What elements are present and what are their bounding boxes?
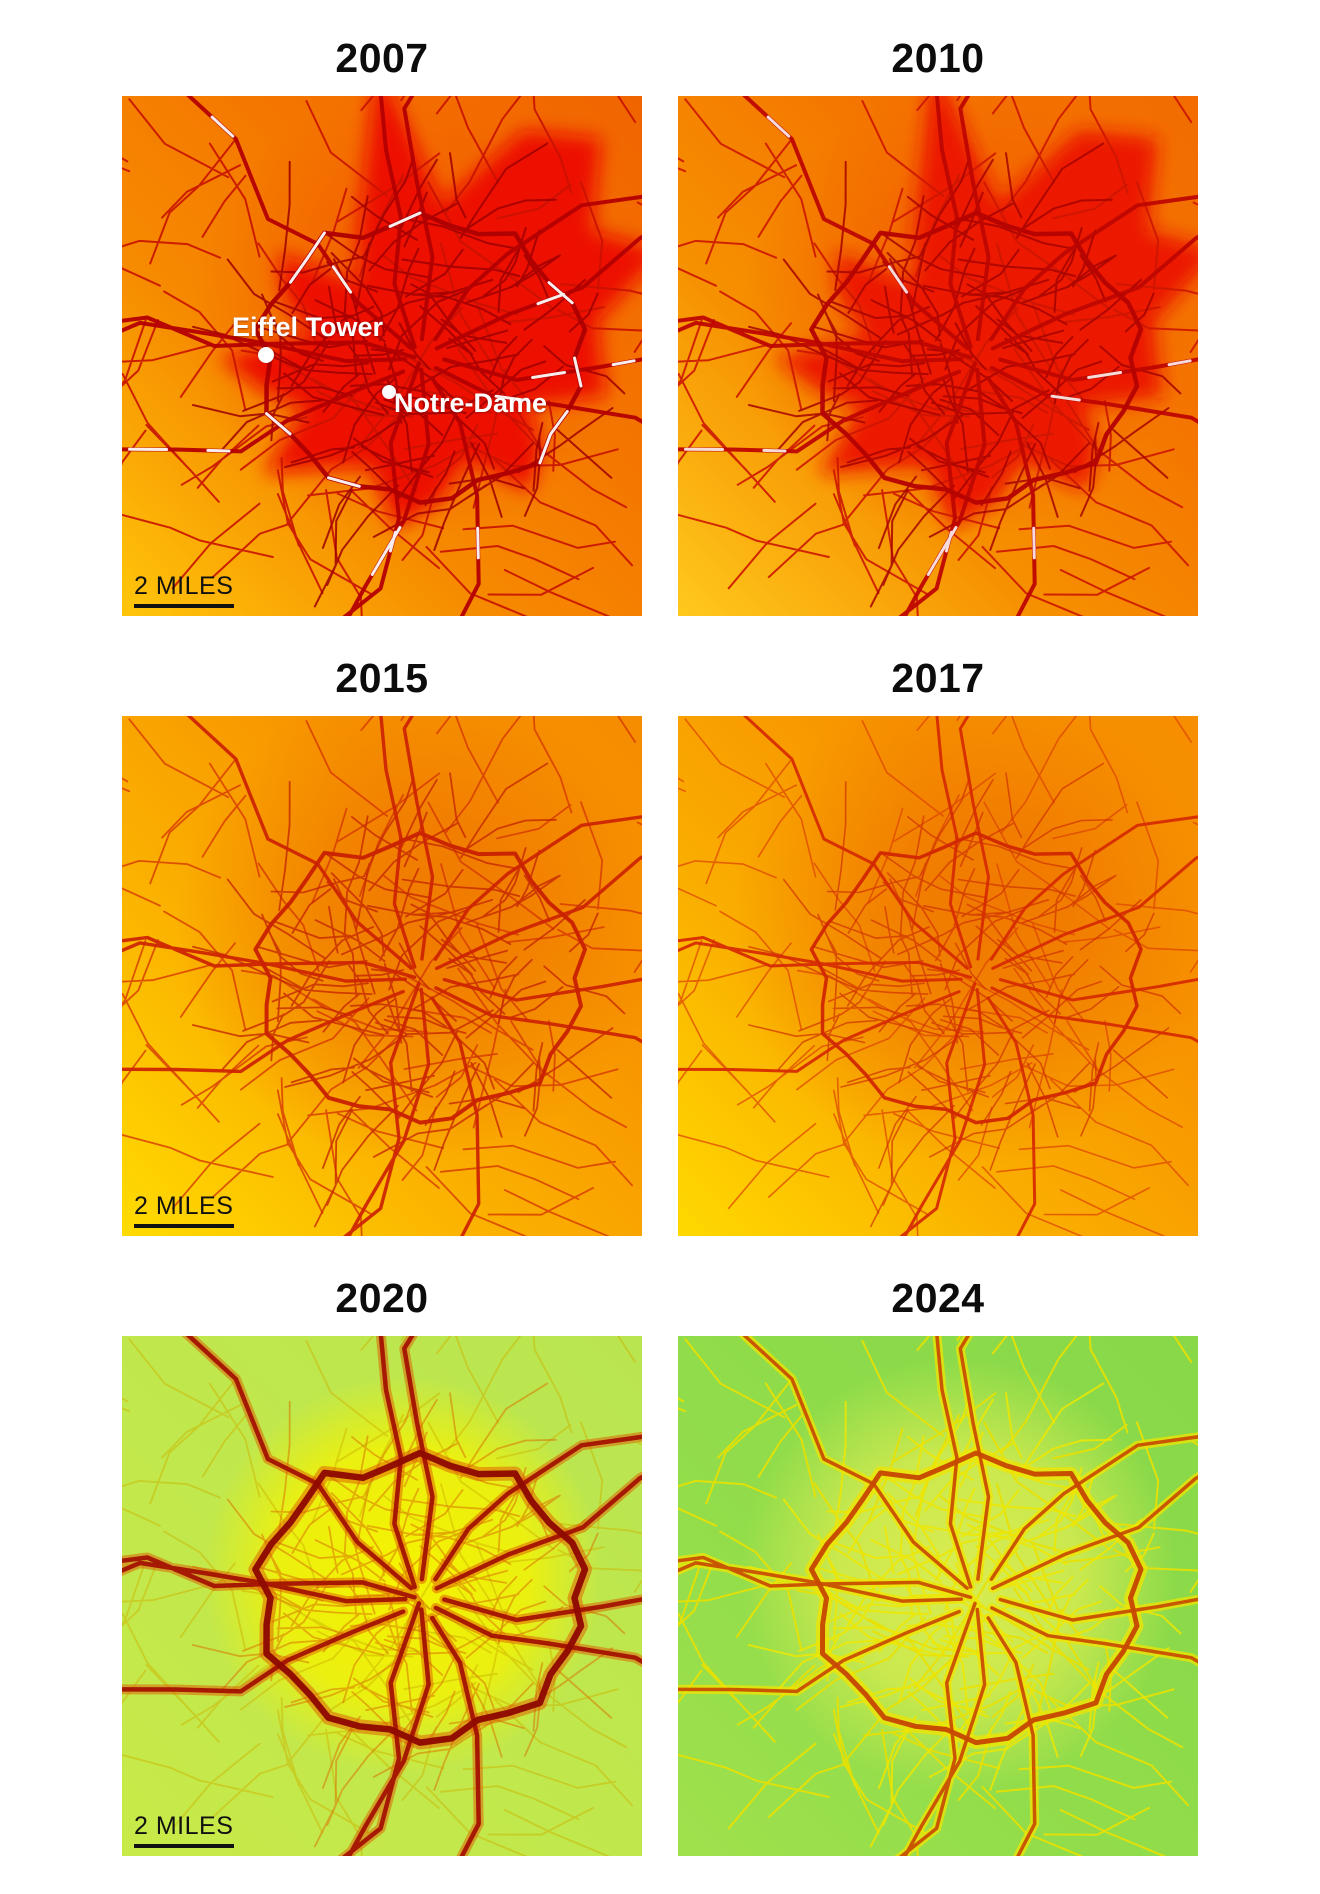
scale-bar-line (134, 1844, 234, 1848)
panel-2020: 2020 2 MILES (122, 1274, 642, 1856)
year-title-2010: 2010 (891, 35, 985, 81)
map-canvas-2015 (122, 716, 642, 1236)
eiffel-tower-label: Eiffel Tower (232, 312, 384, 342)
year-title-2017: 2017 (891, 655, 985, 701)
scale-bar-text: 2 MILES (134, 1192, 234, 1220)
notre-dame-marker-dot (382, 385, 396, 399)
year-title-2015: 2015 (335, 655, 429, 701)
year-title-2024: 2024 (891, 1275, 985, 1321)
scale-bar-2007: 2 MILES (134, 572, 234, 608)
map-canvas-2017 (678, 716, 1198, 1236)
panel-2024: 2024 (678, 1274, 1198, 1856)
map-canvas-2007 (122, 96, 642, 616)
scale-bar-2020: 2 MILES (134, 1812, 234, 1848)
scale-bar-text: 2 MILES (134, 572, 234, 600)
scale-bar-2015: 2 MILES (134, 1192, 234, 1228)
panel-2010: 2010 (678, 34, 1198, 616)
notre-dame-label: Notre-Dame (394, 388, 548, 418)
panel-2015: 2015 2 MILES (122, 654, 642, 1236)
map-canvas-2024 (678, 1336, 1198, 1856)
map-2015: 2 MILES (122, 716, 642, 1236)
map-canvas-2020 (122, 1336, 642, 1856)
scale-bar-line (134, 1224, 234, 1228)
year-title-2007: 2007 (335, 35, 429, 81)
panel-2017: 2017 (678, 654, 1198, 1236)
eiffel-tower-marker-dot (258, 347, 274, 363)
scale-bar-text: 2 MILES (134, 1812, 234, 1840)
map-2010 (678, 96, 1198, 616)
year-title-2020: 2020 (335, 1275, 429, 1321)
map-2020: 2 MILES (122, 1336, 642, 1856)
map-2017 (678, 716, 1198, 1236)
scale-bar-line (134, 604, 234, 608)
map-canvas-2010 (678, 96, 1198, 616)
map-2024 (678, 1336, 1198, 1856)
panel-2007: 2007 Eiffel Tower Notre-Dame 2 MILES (122, 34, 642, 616)
map-2007: Eiffel Tower Notre-Dame 2 MILES (122, 96, 642, 616)
